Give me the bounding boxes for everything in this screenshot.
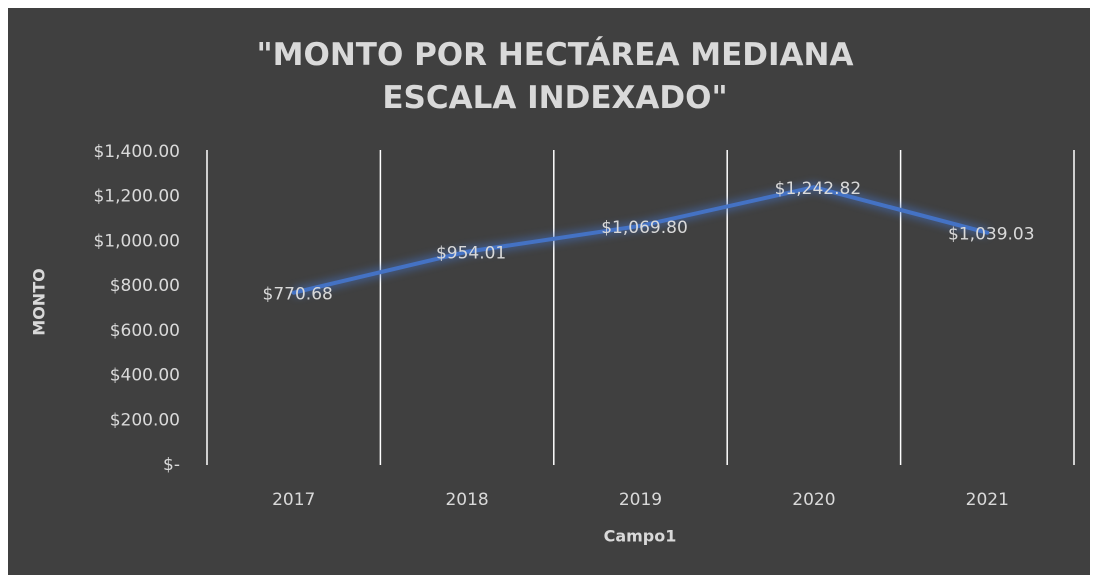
data-label: $1,039.03: [948, 225, 1035, 245]
chart-background: [8, 8, 1090, 575]
x-tick-label: 2019: [619, 490, 662, 510]
y-tick-label: $800.00: [110, 276, 180, 296]
data-label: $954.01: [436, 244, 506, 264]
y-tick-label: $1,200.00: [93, 187, 180, 207]
x-axis-label: Campo1: [604, 527, 677, 546]
x-tick-label: 2018: [445, 490, 488, 510]
x-tick-label: 2020: [792, 490, 835, 510]
y-tick-label: $400.00: [110, 366, 180, 386]
line: [291, 185, 990, 295]
data-label: $770.68: [263, 285, 333, 305]
y-tick-label: $1,400.00: [93, 142, 180, 162]
y-tick-label: $1,000.00: [93, 231, 180, 251]
y-tick-label: $600.00: [110, 321, 180, 341]
data-label: $1,069.80: [601, 218, 688, 238]
y-tick-label: $200.00: [110, 410, 180, 430]
chart-title: "MONTO POR HECTÁREA MEDIANA ESCALA INDEX…: [256, 37, 854, 116]
y-tick-label: $-: [163, 455, 180, 475]
data-label: $1,242.82: [775, 179, 862, 199]
x-tick-label: 2021: [966, 490, 1009, 510]
x-tick-label: 2017: [272, 490, 315, 510]
y-axis-label: MONTO: [30, 268, 49, 335]
